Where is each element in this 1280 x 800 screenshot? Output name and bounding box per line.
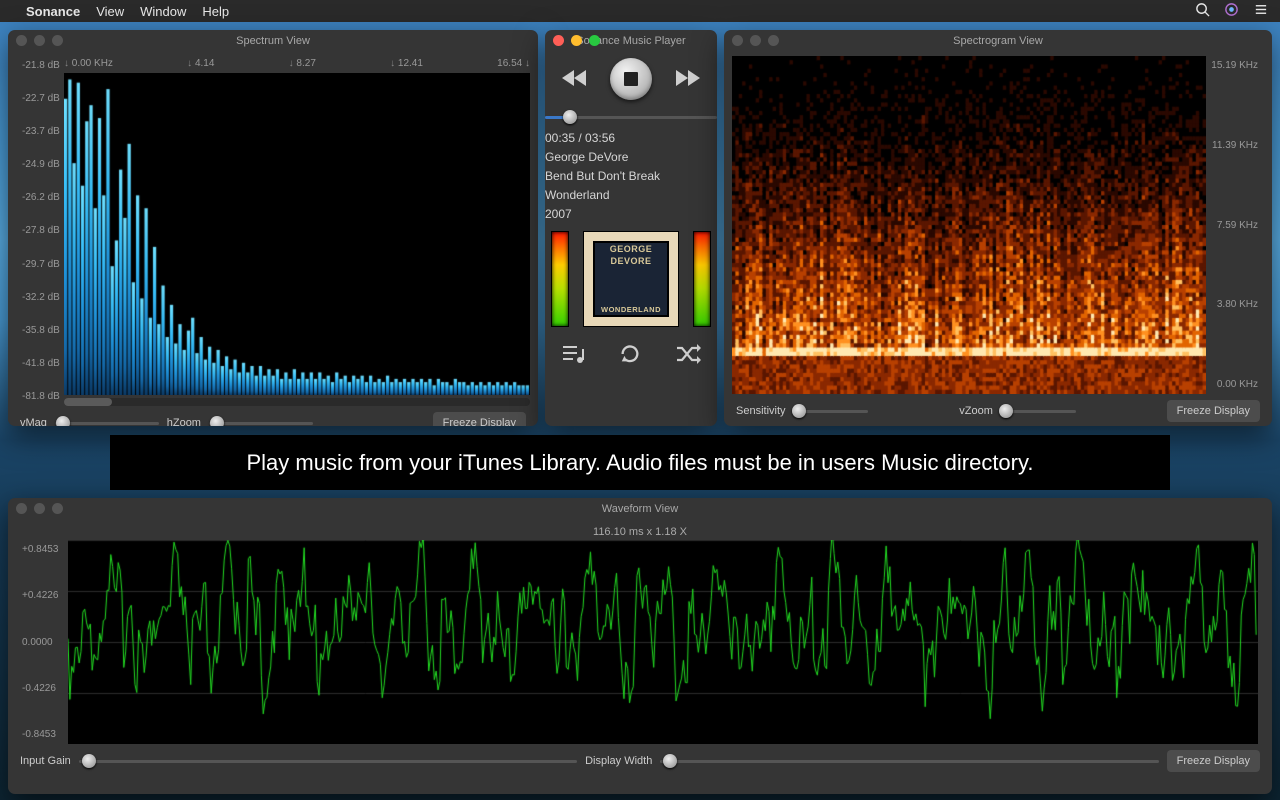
cover-line: WONDERLAND [601,304,661,315]
repeat-icon[interactable] [618,343,642,368]
caption-text: Play music from your iTunes Library. Aud… [247,450,1034,476]
vu-left [551,231,569,327]
year-label: 2007 [545,207,717,221]
traffic-lights[interactable] [16,503,63,514]
album-cover[interactable]: GEORGE DEVORE WONDERLAND [583,231,679,327]
spectrum-scrollbar[interactable] [64,398,530,406]
siri-icon[interactable] [1224,2,1239,20]
spectrum-titlebar[interactable]: Spectrum View [8,30,538,52]
seek-slider[interactable] [545,108,717,126]
display-width-slider[interactable] [660,752,1158,770]
track-label: Bend But Don't Break [545,169,717,183]
vu-right [693,231,711,327]
menu-bar: Sonance View Window Help [0,0,1280,22]
spectrogram-titlebar[interactable]: Spectrogram View [724,30,1272,52]
input-gain-label: Input Gain [20,755,71,767]
waveform-subtitle: 116.10 ms x 1.18 X [16,524,1264,540]
app-menu[interactable]: Sonance [26,4,80,19]
spectrogram-window: Spectrogram View 15.19 KHz11.39 KHz7.59 … [724,30,1272,426]
waveform-titlebar[interactable]: Waveform View [8,498,1272,520]
spectrum-window: Spectrum View -21.8 dB-22.7 dB-23.7 dB-2… [8,30,538,426]
list-icon[interactable] [1253,2,1268,20]
spectrogram-khz-labels: 15.19 KHz11.39 KHz7.59 KHz3.80 KHz0.00 K… [1206,56,1264,394]
spectrum-canvas [64,73,530,395]
spectrum-db-labels: -21.8 dB-22.7 dB-23.7 dB-24.9 dB-26.2 dB… [16,56,64,406]
waveform-y-labels: +0.8453+0.42260.0000-0.4226-0.8453 [16,540,68,744]
vzoom-slider[interactable] [1001,402,1076,420]
traffic-lights[interactable] [553,35,600,46]
vmag-slider[interactable] [55,414,159,426]
menu-window[interactable]: Window [140,4,186,19]
player-titlebar[interactable]: Sonance Music Player [545,30,717,52]
hzoom-slider[interactable] [209,414,313,426]
player-window: Sonance Music Player 00:35 / 03:56 Georg… [545,30,717,426]
search-icon[interactable] [1195,2,1210,20]
waveform-title: Waveform View [602,503,678,515]
playlist-icon[interactable] [561,343,585,368]
traffic-lights[interactable] [16,35,63,46]
sensitivity-label: Sensitivity [736,405,786,417]
spectrum-title: Spectrum View [236,35,310,47]
stop-button[interactable] [610,58,652,100]
spectrogram-canvas [732,56,1206,394]
album-label: Wonderland [545,188,717,202]
freeze-button[interactable]: Freeze Display [1167,750,1260,772]
cover-line: GEORGE [610,243,653,255]
cover-line: DEVORE [610,255,651,267]
menu-help[interactable]: Help [202,4,229,19]
display-width-label: Display Width [585,755,652,767]
menu-view[interactable]: View [96,4,124,19]
vmag-label: vMag [20,417,47,426]
sensitivity-slider[interactable] [794,402,869,420]
caption-strip: Play music from your iTunes Library. Aud… [110,435,1170,490]
rewind-button[interactable] [562,68,588,91]
spectrogram-title: Spectrogram View [953,35,1043,47]
freeze-button[interactable]: Freeze Display [1167,400,1260,422]
shuffle-icon[interactable] [675,343,701,368]
waveform-canvas [68,540,1258,744]
freeze-button[interactable]: Freeze Display [433,412,526,426]
spectrum-freq-labels: 0.00 KHz4.148.2712.4116.54 [64,56,530,73]
input-gain-slider[interactable] [79,752,577,770]
traffic-lights[interactable] [732,35,779,46]
time-display: 00:35 / 03:56 [545,131,717,145]
vzoom-label: vZoom [959,405,993,417]
forward-button[interactable] [674,68,700,91]
waveform-window: Waveform View 116.10 ms x 1.18 X +0.8453… [8,498,1272,794]
hzoom-label: hZoom [167,417,201,426]
artist-label: George DeVore [545,150,717,164]
